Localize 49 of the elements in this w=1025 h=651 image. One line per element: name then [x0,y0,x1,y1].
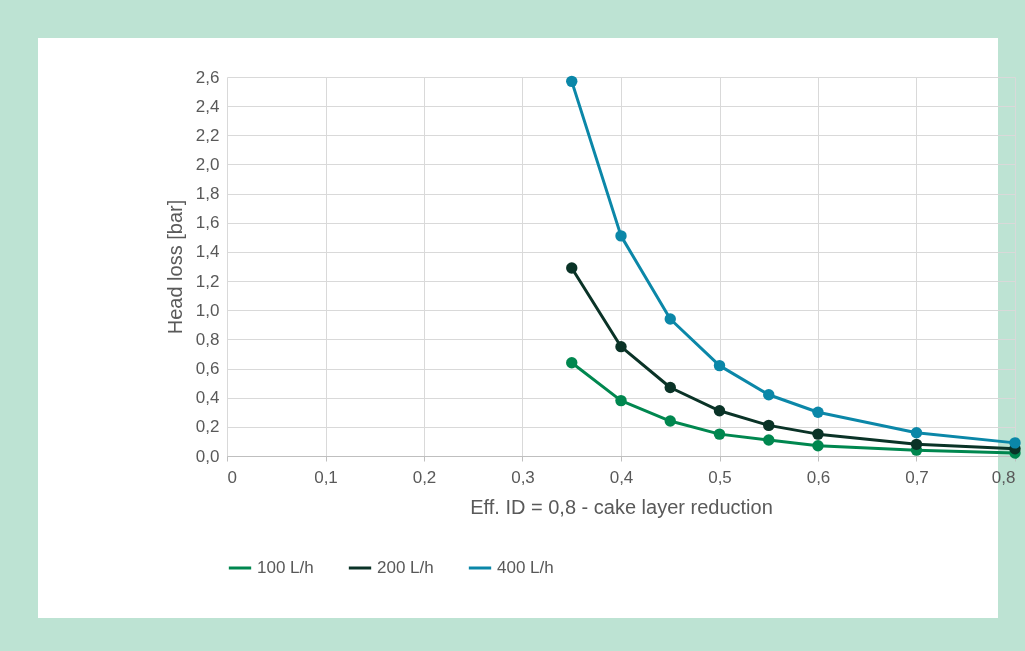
x-tick-label: 0 [227,467,237,487]
y-tick-label: 2,4 [195,96,220,116]
point [812,428,824,440]
point [713,428,726,440]
y-axis-title: Head loss [bar] [163,199,186,335]
x-axis-title: Eff. ID = 0,8 - cake layer reduction [470,495,773,518]
x-tick-label: 0,4 [609,467,634,487]
point [566,75,578,88]
y-tick-label: 0,8 [195,329,220,349]
x-tick-label: 0,8 [991,467,1016,487]
y-tick-label: 1,0 [195,300,220,320]
point [664,381,676,394]
x-tick-label: 0,6 [806,467,831,487]
y-tick-label: 2,2 [195,125,220,145]
legend-label: 200 L/h [377,558,434,577]
y-tick-label: 0,2 [195,417,220,437]
point [566,357,578,369]
point [910,426,923,439]
y-tick-label: 1,4 [195,242,220,262]
point [664,415,676,427]
y-tick-label: 2,6 [195,67,220,87]
point [1009,437,1021,449]
point [910,438,923,451]
y-tick-label: 1,6 [195,213,220,233]
y-tick-label: 2,0 [195,154,220,174]
point [763,389,775,401]
y-tick-label: 1,2 [195,271,220,291]
point [763,434,775,446]
point [763,419,775,432]
y-tick-label: 1,8 [195,184,220,204]
y-tick-label: 0,0 [195,446,220,466]
legend-label: 100 L/h [257,558,314,577]
point [615,340,627,353]
point [664,313,676,325]
point [713,359,726,372]
point [615,230,627,242]
point [566,262,578,274]
x-tick-label: 0,1 [314,467,338,487]
legend-label: 400 L/h [497,558,554,577]
x-tick-label: 0,7 [905,467,929,487]
x-tick-label: 0,5 [708,467,732,487]
x-tick-label: 0,2 [412,467,437,487]
y-tick-label: 0,4 [195,388,220,408]
x-tick-label: 0,3 [511,467,535,487]
point [812,440,824,452]
point [615,394,627,407]
point [812,406,824,418]
y-tick-label: 0,6 [195,359,220,379]
point [713,405,726,417]
